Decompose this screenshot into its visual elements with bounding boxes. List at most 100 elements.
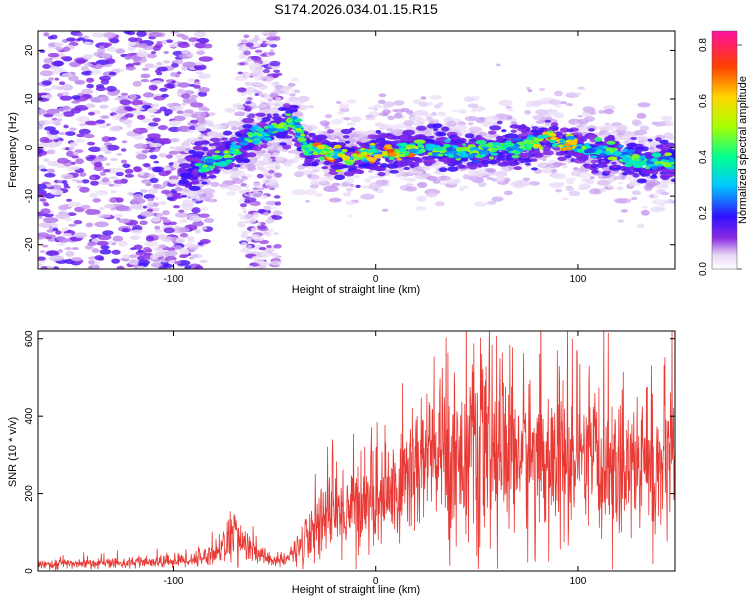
heatmap-cell bbox=[532, 138, 540, 143]
heatmap-cell bbox=[332, 182, 341, 187]
heatmap-cell bbox=[269, 44, 278, 48]
heatmap-cell bbox=[554, 90, 563, 97]
heatmap-cell bbox=[585, 178, 595, 185]
heatmap-cell bbox=[153, 160, 160, 164]
heatmap-cell bbox=[589, 176, 595, 180]
heatmap-cell bbox=[263, 205, 272, 211]
heatmap-cell bbox=[227, 184, 243, 192]
heatmap-cell bbox=[219, 168, 225, 172]
heatmap-cell bbox=[433, 104, 442, 109]
heatmap-cell bbox=[254, 49, 263, 54]
heatmap-cell bbox=[151, 262, 163, 268]
heatmap-cell bbox=[185, 243, 195, 248]
heatmap-cell bbox=[498, 137, 504, 141]
heatmap-cell bbox=[367, 134, 378, 140]
heatmap-cell bbox=[636, 178, 647, 184]
heatmap-cell bbox=[38, 183, 48, 190]
heatmap-cell bbox=[158, 244, 167, 249]
heatmap-cell bbox=[113, 179, 124, 184]
heatmap-cell bbox=[102, 230, 114, 236]
heatmap-cell bbox=[107, 136, 117, 141]
heatmap-cell bbox=[81, 179, 90, 184]
heatmap-cell bbox=[452, 109, 459, 113]
heatmap-cell bbox=[79, 186, 90, 193]
heatmap-cell bbox=[263, 137, 272, 141]
heatmap-cell bbox=[497, 156, 506, 161]
heatmap-cell bbox=[188, 176, 198, 181]
heatmap-cell bbox=[346, 122, 356, 126]
heatmap-cell bbox=[256, 173, 264, 179]
heatmap-cell bbox=[551, 143, 559, 148]
heatmap-cell bbox=[274, 157, 285, 162]
heatmap-cell bbox=[137, 265, 145, 269]
heatmap-cell bbox=[531, 167, 538, 171]
heatmap-cell bbox=[249, 127, 255, 131]
heatmap-cell bbox=[604, 108, 615, 115]
heatmap-cell bbox=[266, 36, 277, 41]
heatmap-cell bbox=[318, 156, 325, 161]
heatmap-cell bbox=[294, 119, 300, 123]
heatmap-cell bbox=[140, 189, 148, 193]
y-tick-label: 20 bbox=[24, 44, 35, 56]
heatmap-cell bbox=[510, 121, 518, 125]
heatmap-cell bbox=[197, 124, 205, 129]
heatmap-cell bbox=[463, 96, 475, 103]
heatmap-cell bbox=[604, 170, 611, 174]
heatmap-cell bbox=[420, 96, 427, 100]
heatmap-cell bbox=[190, 253, 203, 259]
heatmap-cell bbox=[181, 49, 191, 55]
heatmap-cell bbox=[104, 203, 115, 209]
heatmap-cell bbox=[266, 175, 272, 180]
heatmap-cell bbox=[416, 142, 423, 146]
heatmap-cell bbox=[267, 169, 275, 174]
heatmap-cell bbox=[517, 141, 526, 146]
heatmap-cell bbox=[182, 98, 197, 104]
heatmap-cell bbox=[206, 131, 218, 137]
heatmap-cell bbox=[245, 82, 254, 86]
heatmap-cell bbox=[269, 206, 278, 210]
heatmap-cell bbox=[583, 149, 594, 154]
heatmap-cell bbox=[242, 158, 251, 163]
heatmap-cell bbox=[607, 185, 614, 189]
heatmap-cell bbox=[140, 79, 150, 83]
heatmap-cell bbox=[369, 142, 376, 147]
heatmap-cell bbox=[139, 220, 148, 226]
heatmap-cell bbox=[136, 153, 148, 160]
heatmap-cell bbox=[300, 133, 306, 137]
heatmap-cell bbox=[637, 102, 651, 108]
heatmap-cell bbox=[659, 203, 665, 207]
heatmap-cell bbox=[437, 153, 444, 157]
heatmap-cell bbox=[382, 105, 390, 109]
heatmap-cell bbox=[369, 182, 383, 189]
heatmap-cell bbox=[374, 122, 384, 127]
heatmap-cell bbox=[272, 100, 284, 107]
heatmap-cell bbox=[173, 146, 187, 152]
heatmap-cell bbox=[163, 51, 169, 54]
heatmap-cell bbox=[191, 190, 198, 194]
heatmap-cell bbox=[239, 129, 249, 135]
heatmap-cell bbox=[162, 210, 170, 216]
heatmap-cell bbox=[641, 169, 652, 175]
heatmap-cell bbox=[604, 125, 615, 131]
heatmap-cell bbox=[525, 143, 534, 148]
heatmap-cell bbox=[481, 121, 494, 128]
heatmap-cell bbox=[262, 69, 270, 74]
heatmap-cell bbox=[341, 148, 348, 153]
heatmap-cell bbox=[653, 153, 662, 158]
heatmap-cell bbox=[291, 116, 298, 120]
heatmap-cell bbox=[92, 198, 101, 203]
heatmap-cell bbox=[285, 109, 294, 115]
heatmap-cell bbox=[293, 89, 300, 94]
heatmap-cell bbox=[305, 148, 312, 153]
heatmap-cell bbox=[531, 126, 539, 130]
heatmap-cell bbox=[112, 167, 125, 173]
heatmap-cell bbox=[259, 75, 275, 82]
heatmap-cell bbox=[619, 155, 628, 159]
heatmap-cell bbox=[631, 120, 643, 127]
heatmap-cell bbox=[663, 159, 670, 163]
heatmap-cell bbox=[462, 174, 471, 180]
heatmap-cell bbox=[277, 107, 287, 111]
heatmap-cell bbox=[406, 183, 414, 187]
heatmap-cell bbox=[458, 164, 466, 169]
heatmap-cell bbox=[106, 123, 111, 127]
